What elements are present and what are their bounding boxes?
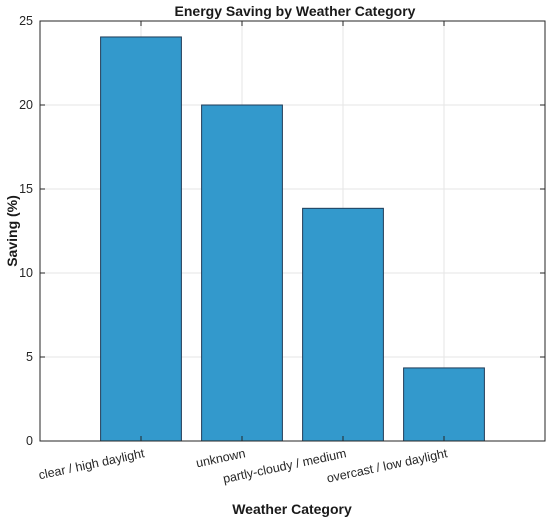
y-axis-label: Saving (%) xyxy=(4,195,20,267)
bar xyxy=(201,104,283,442)
y-axis-ticks: 0 5 10 15 20 25 xyxy=(19,14,545,448)
y-tick-label: 10 xyxy=(19,266,33,280)
chart-title: Energy Saving by Weather Category xyxy=(175,3,416,19)
plot-area-frame xyxy=(39,20,546,442)
bar xyxy=(403,367,485,442)
bar xyxy=(100,36,182,442)
bars xyxy=(100,36,485,442)
y-tick-label: 0 xyxy=(26,434,33,448)
x-tick-label: clear / high daylight xyxy=(37,446,146,482)
y-tick-label: 15 xyxy=(19,182,33,196)
bar xyxy=(302,207,384,442)
y-tick-label: 5 xyxy=(26,350,33,364)
x-axis-label: Weather Category xyxy=(232,501,352,517)
y-tick-label: 20 xyxy=(19,98,33,112)
y-tick-label: 25 xyxy=(19,14,33,28)
x-tick-label: unknown xyxy=(195,446,247,470)
